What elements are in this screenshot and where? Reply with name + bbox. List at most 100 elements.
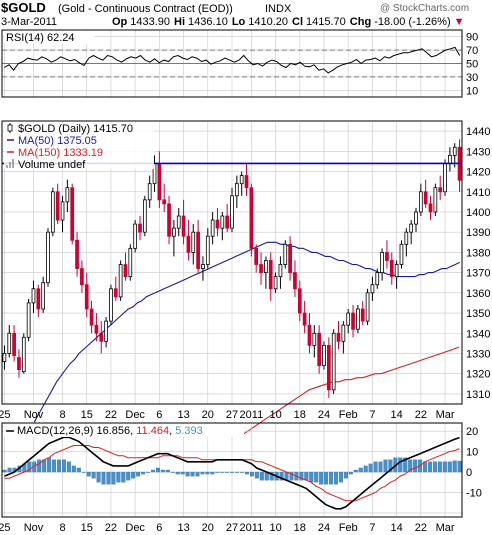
candle-body [147,183,152,201]
candle-body [452,146,457,156]
histogram-bar [314,471,319,483]
symbol-title: $GOLD [1,0,46,15]
macd-xtick-label: Dec [125,522,145,534]
histogram-bar [170,471,175,473]
candle-body [448,154,452,164]
chg-label: Chg [350,16,371,28]
histogram-bar [146,471,151,473]
price-panel: 1310132013301340135013601370138013901400… [0,120,490,435]
candle-body [225,215,230,229]
histogram-bar [111,471,116,485]
candle-body [389,260,394,278]
histogram-bar [66,461,71,473]
candle-body [283,243,288,265]
macd-ytick-label: 0 [466,467,472,479]
histogram-bar [150,469,155,473]
histogram-bar [47,457,52,473]
histogram-bar [319,471,324,485]
histogram-bar [210,471,215,475]
histogram-bar [304,471,309,481]
close-value: 1415.70 [306,16,346,28]
low-value: 1410.20 [248,16,288,28]
macd-xtick-label: 2011 [240,522,264,534]
candle-body [443,163,447,193]
candle-body [244,175,249,189]
price-xtick-label: 27 [226,409,238,421]
candle-body [351,312,355,330]
price-ytick-label: 1390 [466,227,490,239]
candle-body [7,332,12,354]
candle-body [438,187,443,193]
rsi-ytick-label: 30 [466,72,478,84]
macd-xtick-label: Nov [24,522,44,534]
histogram-bar [363,465,368,473]
candle-body [99,332,104,342]
macd-legend-bg [4,424,244,437]
price-ytick-label: 1440 [466,126,490,138]
macd-xtick-label: 22 [415,522,427,534]
price-xtick-label: 22 [415,409,427,421]
histogram-bar [141,471,146,475]
candle-body [336,332,341,342]
histogram-bar [37,459,42,473]
candle-body [326,344,331,391]
candle-body [259,264,263,274]
price-ytick-label: 1400 [466,207,490,219]
candle-body [312,332,317,346]
candle-body [55,191,60,221]
candle-body [196,231,200,269]
histogram-bar [52,459,57,473]
macd-line [4,436,460,510]
rsi-frame [1,29,463,98]
histogram-bar [452,460,457,473]
legend-candle-body [7,124,13,132]
price-ytick-label: 1370 [466,268,490,280]
candle-body [428,203,433,213]
histogram-bar [333,471,338,485]
histogram-bar [165,469,170,473]
candle-body [50,191,55,233]
candle-body [186,235,191,253]
price-xtick-label: 18 [294,409,306,421]
candle-body [273,276,278,290]
open-label: Op [112,16,128,28]
price-xtick-label: Feb [339,409,358,421]
histogram-bar [432,461,437,473]
histogram-bar [373,461,378,473]
macd-legend-macd: MACD(12,26,9) 16.856 [17,425,130,437]
candle-body [317,332,322,366]
candle-body [128,247,133,278]
price-legend-bg [4,123,154,169]
macd-ytick-label: -10 [466,487,482,499]
macd-frame [1,422,463,518]
price-xtick-label: 25 [0,409,11,421]
candle-body [307,324,312,346]
histogram-bar [175,471,180,475]
histogram-bar [42,459,47,473]
candle-body [423,191,428,205]
candle-body [380,251,384,274]
low-label: Lo [232,16,246,28]
candle-body [399,243,404,265]
close-label: Cl [292,16,303,28]
histogram-bar [254,471,259,479]
histogram-bar [388,459,393,473]
histogram-bar [279,471,284,481]
candle-body [2,353,7,362]
histogram-bar [136,471,141,477]
rsi-title: RSI(14) 62.24 [6,32,74,44]
rsi-legend-bg [4,31,94,44]
macd-xtick-label: 24 [318,522,330,534]
price-xtick-label: 2011 [240,409,264,421]
candle-body [268,260,273,290]
histogram-bar [76,467,81,473]
candle-body [65,187,70,203]
price-xtick-label: Dec [125,409,145,421]
candle-body [249,187,254,249]
rsi-ytick-label: 50 [466,59,478,71]
macd-xtick-label: 8 [59,522,65,534]
watermark: @ StockCharts.com [380,3,469,14]
candle-body [302,312,307,326]
histogram-bar [190,471,195,477]
histogram-bar [437,461,442,473]
